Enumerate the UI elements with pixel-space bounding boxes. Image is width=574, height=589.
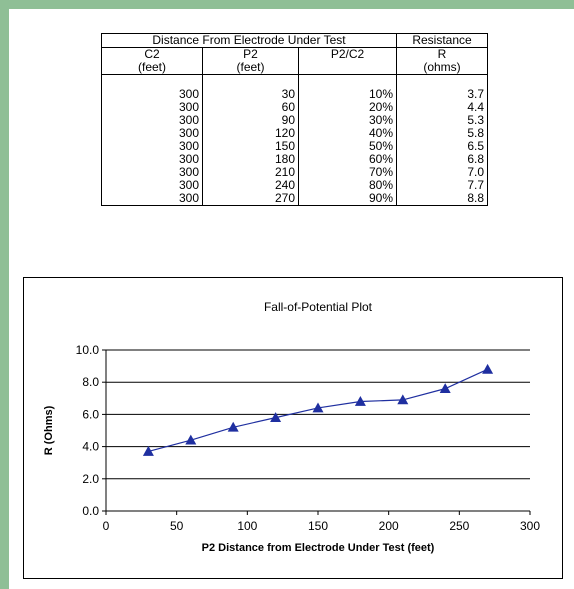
table-row: 300 270 90% 8.8 xyxy=(101,192,488,206)
y-tick-label: 0.0 xyxy=(82,504,99,518)
table-row: 300 180 60% 6.8 xyxy=(101,153,488,166)
col-unit-r: (ohms) xyxy=(396,61,488,75)
chart-area: Fall-of-Potential Plot 0.0 2.0 4.0 6.0 8.0 10.… xyxy=(23,277,563,579)
chart-title: Fall-of-Potential Plot xyxy=(264,300,373,314)
col-unit-ratio xyxy=(298,61,397,75)
y-tick-label: 10.0 xyxy=(76,343,100,357)
y-tick-label: 4.0 xyxy=(82,440,99,454)
x-axis-label: P2 Distance from Electrode Under Test (f… xyxy=(202,542,435,554)
data-point xyxy=(354,396,366,406)
page-frame: Distance From Electrode Under Test Resis… xyxy=(9,9,574,589)
data-point xyxy=(270,412,282,423)
fall-of-potential-chart: Fall-of-Potential Plot 0.0 2.0 4.0 6.0 8.0 10.… xyxy=(43,300,540,554)
table-row: 300 60 20% 4.4 xyxy=(101,101,488,114)
col-header-r: R xyxy=(396,47,488,61)
header-distance-group: Distance From Electrode Under Test xyxy=(101,33,397,48)
col-unit-p2: (feet) xyxy=(202,61,299,75)
data-point xyxy=(482,363,494,374)
data-point xyxy=(397,394,409,405)
data-point xyxy=(185,434,197,445)
table-row: 300 120 40% 5.8 xyxy=(101,127,488,140)
data-point xyxy=(439,383,451,394)
y-tick-label: 8.0 xyxy=(82,375,99,389)
header-resistance: Resistance xyxy=(396,33,488,48)
x-tick-label: 250 xyxy=(449,519,469,533)
distance-resistance-table: Distance From Electrode Under Test Resis… xyxy=(101,33,488,206)
table-row: 300 240 80% 7.7 xyxy=(101,179,488,192)
y-tick-label: 6.0 xyxy=(82,407,99,421)
table-row: 300 90 30% 5.3 xyxy=(101,114,488,127)
x-tick-label: 200 xyxy=(379,519,399,533)
x-tick-label: 50 xyxy=(170,519,184,533)
x-tick-label: 0 xyxy=(103,519,110,533)
y-axis-label: R (Ohms) xyxy=(43,405,55,455)
y-tick-label: 2.0 xyxy=(82,472,99,486)
col-header-c2: C2 xyxy=(101,47,203,61)
table-row: 300 150 50% 6.5 xyxy=(101,140,488,153)
col-header-p2: P2 xyxy=(202,47,299,61)
data-point xyxy=(142,445,154,456)
data-point xyxy=(227,421,239,432)
x-tick-label: 100 xyxy=(237,519,257,533)
x-tick-label: 150 xyxy=(308,519,328,533)
table-row: 300 210 70% 7.0 xyxy=(101,166,488,179)
col-header-ratio: P2/C2 xyxy=(298,47,397,61)
col-unit-c2: (feet) xyxy=(101,61,203,75)
x-tick-label: 300 xyxy=(520,519,540,533)
table-row: 300 30 10% 3.7 xyxy=(101,88,488,101)
data-point xyxy=(312,402,324,413)
